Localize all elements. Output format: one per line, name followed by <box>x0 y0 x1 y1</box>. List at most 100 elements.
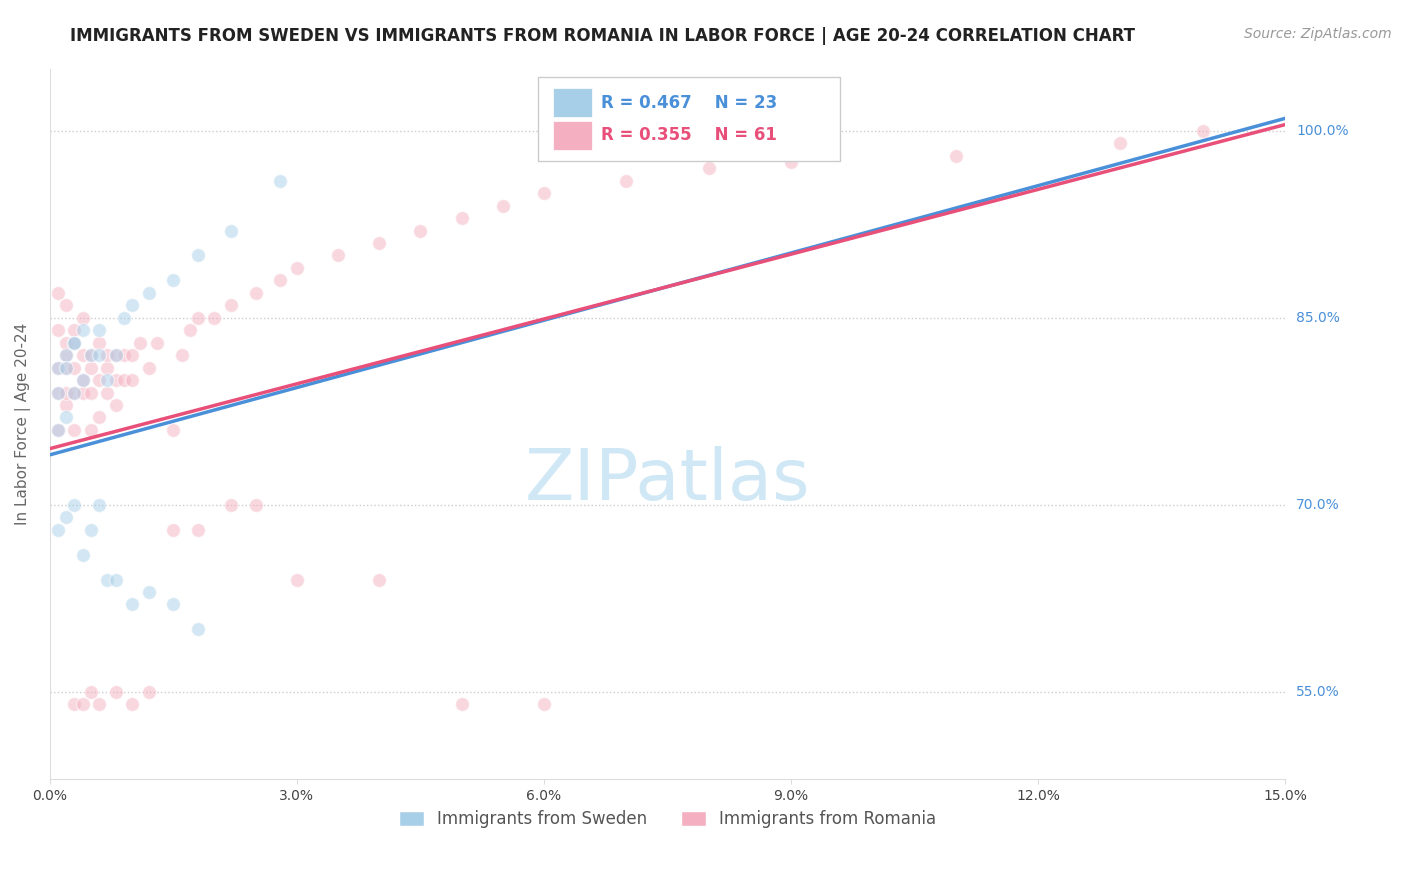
Point <box>46 385 69 400</box>
Point <box>80 360 103 375</box>
Point <box>89 373 111 387</box>
Point <box>63 385 86 400</box>
Text: 100.0%: 100.0% <box>1296 124 1348 138</box>
Point <box>780 155 803 169</box>
Point <box>89 410 111 425</box>
Point <box>80 385 103 400</box>
Point <box>104 398 127 412</box>
FancyBboxPatch shape <box>537 77 841 161</box>
Text: IMMIGRANTS FROM SWEDEN VS IMMIGRANTS FROM ROMANIA IN LABOR FORCE | AGE 20-24 COR: IMMIGRANTS FROM SWEDEN VS IMMIGRANTS FRO… <box>70 27 1135 45</box>
Point <box>138 684 160 698</box>
Point <box>450 697 472 711</box>
Point <box>46 423 69 437</box>
Point <box>96 360 118 375</box>
Point <box>89 335 111 350</box>
Point <box>187 523 209 537</box>
FancyBboxPatch shape <box>553 121 592 150</box>
Point <box>1109 136 1132 151</box>
Point <box>72 373 94 387</box>
Point <box>72 385 94 400</box>
Point <box>170 348 193 362</box>
Point <box>104 348 127 362</box>
Point <box>63 423 86 437</box>
Point <box>55 348 77 362</box>
Point <box>104 573 127 587</box>
Point <box>55 398 77 412</box>
Point <box>121 298 143 312</box>
Legend: Immigrants from Sweden, Immigrants from Romania: Immigrants from Sweden, Immigrants from … <box>392 803 942 835</box>
Point <box>697 161 720 176</box>
Point <box>63 323 86 337</box>
Point <box>80 684 103 698</box>
Point <box>269 273 291 287</box>
Point <box>112 310 135 325</box>
Point <box>89 498 111 512</box>
Point <box>245 498 267 512</box>
Point <box>72 348 94 362</box>
Point <box>121 348 143 362</box>
Point <box>63 385 86 400</box>
Point <box>46 423 69 437</box>
Point <box>55 360 77 375</box>
Point <box>162 523 184 537</box>
Point <box>121 598 143 612</box>
Point <box>63 335 86 350</box>
Point <box>80 523 103 537</box>
Point <box>72 548 94 562</box>
Point <box>63 335 86 350</box>
Point <box>121 373 143 387</box>
Point <box>72 310 94 325</box>
Point <box>162 598 184 612</box>
Point <box>187 623 209 637</box>
Text: 55.0%: 55.0% <box>1296 685 1340 698</box>
Point <box>46 360 69 375</box>
Point <box>72 323 94 337</box>
Point <box>138 360 160 375</box>
Point <box>96 385 118 400</box>
Point <box>55 510 77 524</box>
Point <box>96 373 118 387</box>
Point <box>63 335 86 350</box>
Point <box>63 498 86 512</box>
Text: ZIPatlas: ZIPatlas <box>524 446 810 515</box>
Point <box>219 298 242 312</box>
Point <box>285 260 308 275</box>
Point <box>46 523 69 537</box>
Point <box>46 360 69 375</box>
Point <box>121 697 143 711</box>
Point <box>46 323 69 337</box>
Point <box>46 285 69 300</box>
Point <box>179 323 201 337</box>
Point <box>89 697 111 711</box>
Text: Source: ZipAtlas.com: Source: ZipAtlas.com <box>1244 27 1392 41</box>
Point <box>162 423 184 437</box>
Point <box>80 348 103 362</box>
Point <box>89 348 111 362</box>
Point <box>326 248 349 262</box>
Point <box>46 385 69 400</box>
Point <box>187 310 209 325</box>
Point <box>55 410 77 425</box>
Point <box>492 199 515 213</box>
Point <box>450 211 472 225</box>
Point <box>162 273 184 287</box>
Point <box>146 335 169 350</box>
Point <box>533 697 555 711</box>
Point <box>1191 124 1213 138</box>
Point <box>204 310 226 325</box>
Point <box>112 348 135 362</box>
Point <box>72 697 94 711</box>
Point <box>63 697 86 711</box>
Point <box>63 360 86 375</box>
Point <box>80 423 103 437</box>
Point <box>55 385 77 400</box>
Point <box>269 174 291 188</box>
Point <box>96 348 118 362</box>
Point <box>533 186 555 201</box>
Point <box>187 248 209 262</box>
Point <box>96 573 118 587</box>
Point <box>945 149 967 163</box>
Text: 70.0%: 70.0% <box>1296 498 1340 512</box>
Point <box>285 573 308 587</box>
Point <box>129 335 152 350</box>
